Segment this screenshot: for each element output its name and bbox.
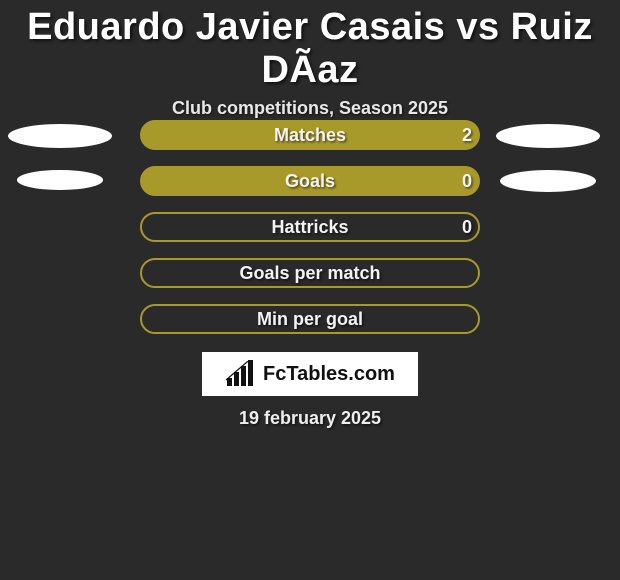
player-right-marker [496, 124, 600, 148]
bar-chart-icon [225, 360, 257, 388]
stat-bar [140, 258, 480, 288]
stat-row: Hattricks0 [0, 204, 620, 250]
snapshot-date: 19 february 2025 [0, 408, 620, 429]
stat-row: Matches2 [0, 112, 620, 158]
source-logo: FcTables.com [202, 352, 418, 396]
stat-bar [140, 166, 480, 196]
page-title: Eduardo Javier Casais vs Ruiz DÃ­az [0, 0, 620, 92]
player-left-marker [8, 124, 112, 148]
stat-row: Goals0 [0, 158, 620, 204]
stat-bar [140, 212, 480, 242]
comparison-chart: Matches2Goals0Hattricks0Goals per matchM… [0, 112, 620, 342]
stat-bar [140, 120, 480, 150]
player-right-marker [500, 170, 596, 192]
stat-bar [140, 304, 480, 334]
stat-row: Goals per match [0, 250, 620, 296]
stat-row: Min per goal [0, 296, 620, 342]
source-logo-text: FcTables.com [263, 363, 395, 386]
player-left-marker [17, 170, 102, 190]
